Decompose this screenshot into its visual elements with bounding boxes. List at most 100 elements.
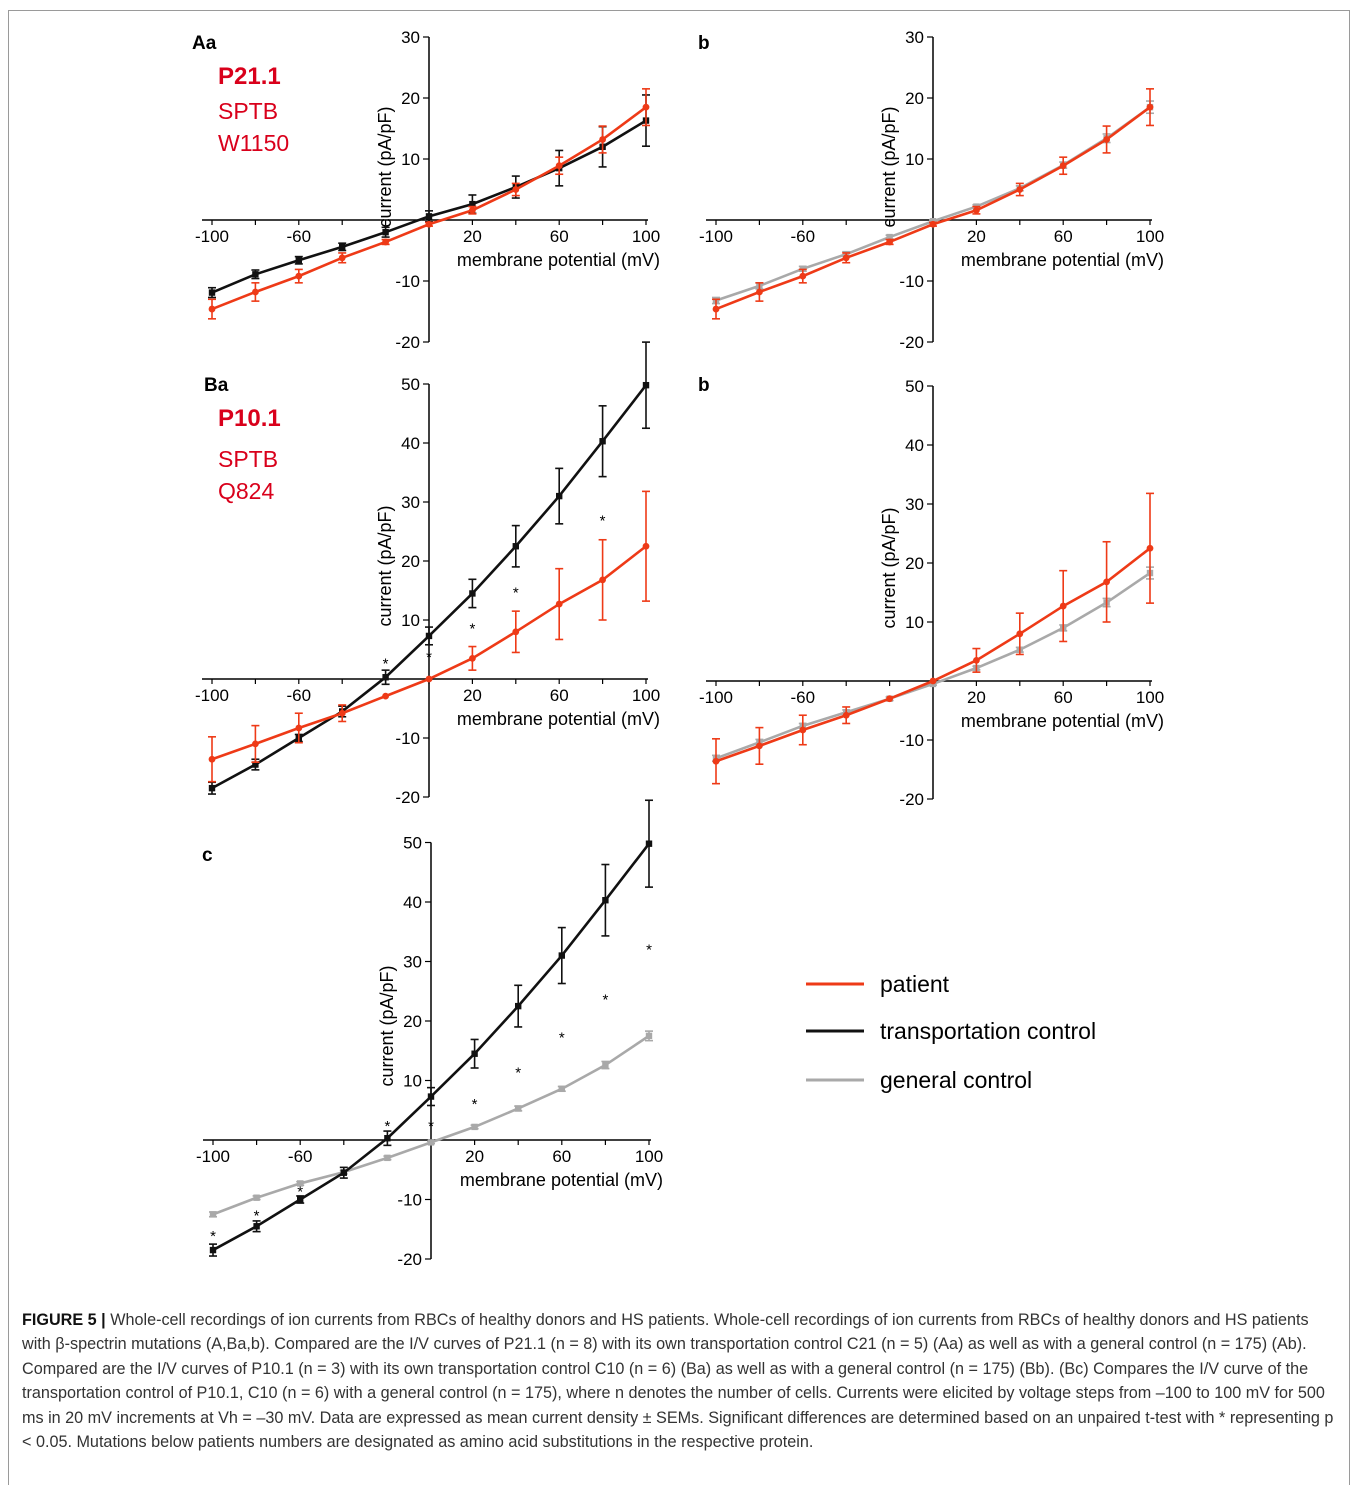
x-tick-label: -60: [791, 227, 816, 246]
x-tick-label: 20: [465, 1147, 484, 1166]
y-axis-label: current (pA/pF): [375, 505, 395, 626]
figure-charts: Aa b Ba b c P21.1 SPTB W1150 P10.1 SPTB …: [192, 28, 1164, 1269]
significance-star: *: [559, 1029, 565, 1046]
legend-label-transport: transportation control: [880, 1018, 1096, 1044]
data-point: [427, 1139, 435, 1146]
data-point: [297, 1180, 304, 1187]
x-tick-label: -100: [196, 1147, 230, 1166]
data-point: [642, 381, 650, 389]
y-tick-label: 50: [403, 834, 422, 853]
y-tick-label: 10: [401, 150, 420, 169]
data-point: [208, 305, 216, 313]
data-point: [338, 709, 346, 717]
data-point: [842, 254, 850, 262]
data-point: [512, 186, 520, 193]
panel-label-Aa: Aa: [192, 33, 217, 54]
data-point: [295, 272, 303, 280]
y-tick-label: 50: [401, 375, 420, 394]
data-point: [886, 695, 893, 703]
data-point: [602, 897, 609, 904]
panel-label-Bb: b: [698, 375, 710, 396]
data-point: [599, 136, 606, 143]
data-point: [973, 656, 980, 664]
panel-label-Ab: b: [698, 33, 710, 54]
y-tick-label: 50: [905, 377, 924, 396]
data-point: [756, 742, 763, 750]
y-tick-label: -20: [899, 790, 924, 809]
y-tick-label: -10: [397, 1191, 422, 1210]
plot-Aa: -100 -60 20 60 100 -20 -10 10 20 30 membrane poten…: [195, 28, 660, 352]
x-tick-label: 20: [967, 688, 986, 707]
data-point: [1103, 578, 1110, 586]
data-point: [515, 1105, 522, 1112]
significance-star: *: [513, 585, 519, 602]
x-axis-label: membrane potential (mV): [457, 709, 660, 729]
y-tick-label: 30: [905, 28, 924, 47]
significance-star: *: [428, 1118, 434, 1135]
plot-Bb: -100 -60 20 60 100 -20 -10 10 20 30 40 50 membrane p…: [699, 377, 1164, 809]
data-point: [425, 632, 433, 640]
significance-star: *: [254, 1207, 260, 1224]
y-tick-label: 10: [403, 1072, 422, 1091]
significance-star: *: [384, 1118, 390, 1135]
data-point: [929, 677, 937, 685]
significance-star: *: [602, 991, 608, 1008]
data-point: [427, 1093, 435, 1100]
significance-star: *: [297, 1184, 303, 1201]
y-tick-label: 30: [905, 495, 924, 514]
patient-id-Aa: P21.1: [218, 63, 281, 90]
data-point: [645, 1032, 653, 1040]
patient-mutation-Aa: W1150: [218, 130, 289, 156]
significance-star: *: [515, 1065, 521, 1082]
data-point: [556, 492, 563, 500]
legend-label-general: general control: [880, 1067, 1032, 1093]
data-point: [469, 654, 476, 662]
data-point: [642, 542, 650, 550]
panel-label-Bc: c: [202, 845, 213, 866]
data-point: [382, 692, 389, 700]
data-point: [599, 438, 606, 445]
y-tick-label: -20: [899, 333, 924, 352]
caption-text: Whole-cell recordings of ion currents fr…: [22, 1311, 1334, 1452]
figure-caption: FIGURE 5 | Whole-cell recordings of ion …: [22, 1308, 1338, 1454]
plot-Bc: -100 -60 20 60 100 -20 -10 10 20 30 40 50 membrane p…: [196, 799, 663, 1269]
data-point: [425, 675, 433, 683]
data-point: [253, 1223, 260, 1230]
data-point: [756, 288, 763, 296]
data-point: [469, 590, 476, 597]
x-axis-label: membrane potential (mV): [457, 250, 660, 270]
data-point: [208, 784, 216, 792]
data-point: [1146, 103, 1154, 111]
data-point: [712, 305, 720, 313]
data-point: [295, 257, 302, 264]
data-point: [208, 755, 216, 763]
y-tick-label: 40: [403, 893, 422, 912]
x-tick-label: 100: [1136, 688, 1164, 707]
data-point: [1059, 602, 1067, 610]
data-point: [1016, 186, 1024, 193]
significance-star: *: [383, 655, 389, 672]
data-point: [339, 243, 346, 251]
y-axis-label: current (pA/pF): [377, 965, 397, 1086]
y-tick-label: -10: [899, 272, 924, 291]
data-point: [208, 289, 216, 296]
y-axis-label: current (pA/pF): [879, 106, 899, 227]
y-tick-label: 20: [403, 1012, 422, 1031]
y-tick-label: 20: [401, 552, 420, 571]
x-axis-label: membrane potential (mV): [961, 250, 1164, 270]
y-tick-label: 40: [905, 436, 924, 455]
data-point: [712, 757, 720, 765]
legend: patient transportation control general c…: [806, 971, 1096, 1093]
patient-gene-Aa: SPTB: [218, 98, 278, 124]
data-point: [799, 272, 807, 280]
y-tick-label: -10: [899, 731, 924, 750]
data-point: [799, 726, 807, 734]
y-tick-label: 30: [401, 28, 420, 47]
significance-star: *: [469, 621, 475, 638]
x-tick-label: -100: [699, 688, 733, 707]
x-tick-label: -100: [195, 227, 229, 246]
y-tick-label: 20: [905, 554, 924, 573]
data-point: [558, 1085, 565, 1093]
data-point: [602, 1061, 609, 1069]
